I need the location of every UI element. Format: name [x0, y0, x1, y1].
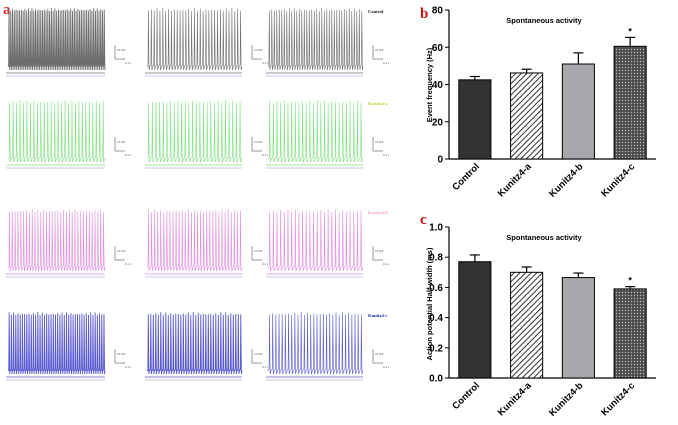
spike-trace [146, 99, 243, 163]
frequency-chart: Spontaneous activity Event frequency (Hz… [425, 6, 656, 200]
scale-bar [251, 349, 262, 364]
scale-bar [251, 246, 262, 261]
scale-voltage-text: 10 mV [375, 140, 384, 144]
category-label: Kunitz4-a [496, 380, 535, 419]
chart-c-title: Spontaneous activity [506, 233, 582, 242]
scale-bar [114, 45, 125, 60]
category-label: Control [450, 380, 482, 412]
chart-b-title: Spontaneous activity [506, 16, 582, 25]
scale-time-text: 0.1 s [383, 262, 390, 266]
y-tick-label: 20 [432, 117, 444, 128]
spike-trace [267, 100, 364, 163]
scale-voltage-text: 10 mV [375, 249, 384, 253]
scale-bar [251, 45, 262, 60]
category-label: Kunitz4-c [599, 380, 637, 418]
bar-kunitz4-a [510, 271, 544, 379]
bar-control [458, 261, 492, 379]
spike-trace [7, 100, 106, 163]
scale-voltage-text: 10 mV [375, 352, 384, 356]
bar-kunitz4-c [613, 288, 647, 379]
scale-bar [372, 349, 383, 364]
spike-trace [146, 312, 243, 375]
scale-time-text: 0.1 s [125, 153, 132, 157]
panel-b-letter: b [420, 6, 428, 22]
scale-voltage-text: 10 mV [254, 48, 263, 52]
scale-time-text: 0.1 s [262, 61, 269, 65]
spike-trace [267, 209, 364, 272]
y-tick-label: 0 [437, 155, 443, 166]
spike-trace [146, 209, 243, 272]
y-tick-label: 0.0 [429, 374, 443, 385]
scale-bar [114, 137, 125, 152]
scale-time-text: 0.1 s [262, 262, 269, 266]
scale-time-text: 0.1 s [383, 365, 390, 369]
panel-c-letter: c [420, 212, 427, 228]
category-label: Kunitz4-c [599, 161, 637, 199]
category-label: Control [450, 161, 482, 193]
trace-condition-label: Kunitz4-c [368, 313, 387, 318]
y-tick-label: 0.6 [429, 283, 443, 294]
spike-trace [267, 7, 364, 71]
traces-panel: 10 mV 0.1 s 10 mV 0.1 s 10 mV 0.1 s Control 10 … [6, 7, 390, 381]
scale-time-text: 0.1 s [125, 61, 132, 65]
y-tick-label: 60 [432, 43, 444, 54]
y-tick-label: 1.0 [429, 223, 443, 234]
scale-time-text: 0.1 s [383, 61, 390, 65]
category-label: Kunitz4-b [547, 380, 586, 419]
y-tick-label: 0.4 [429, 313, 443, 324]
panel-a-letter: a [3, 2, 11, 18]
significance-star: * [628, 276, 632, 286]
y-tick-label: 40 [432, 80, 444, 91]
scale-voltage-text: 10 mV [254, 249, 263, 253]
scale-voltage-text: 10 mV [117, 249, 126, 253]
scale-bar [114, 246, 125, 261]
spike-trace [146, 8, 243, 71]
scale-time-text: 0.1 s [262, 365, 269, 369]
trace-condition-label: Kunitz4-a [368, 101, 388, 106]
category-label: Kunitz4-a [496, 161, 535, 200]
scale-time-text: 0.1 s [383, 153, 390, 157]
y-tick-label: 0.2 [429, 343, 443, 354]
trace-condition-label: Control [368, 9, 384, 14]
scale-time-text: 0.1 s [125, 365, 132, 369]
category-label: Kunitz4-b [547, 161, 586, 200]
scale-bar [114, 349, 125, 364]
scale-time-text: 0.1 s [125, 262, 132, 266]
spike-trace [7, 7, 106, 71]
bar-control [458, 79, 492, 160]
spike-trace [267, 312, 364, 375]
scale-voltage-text: 10 mV [254, 140, 263, 144]
bar-kunitz4-c [613, 45, 647, 160]
scale-bar [372, 45, 383, 60]
spike-trace [7, 312, 106, 375]
bar-kunitz4-b [561, 63, 595, 160]
chart-b-ylabel: Event frequency (Hz) [425, 47, 434, 122]
bar-kunitz4-b [561, 277, 595, 379]
halfwidth-chart: Spontaneous activity Action potential Ha… [425, 223, 656, 419]
scale-bar [372, 246, 383, 261]
scale-voltage-text: 10 mV [117, 352, 126, 356]
scale-voltage-text: 10 mV [254, 352, 263, 356]
scale-bar [372, 137, 383, 152]
scale-voltage-text: 10 mV [117, 48, 126, 52]
scale-voltage-text: 10 mV [117, 140, 126, 144]
trace-condition-label: Kunitz4-b [368, 210, 388, 215]
bar-kunitz4-a [510, 72, 544, 160]
y-tick-label: 80 [432, 6, 444, 17]
scale-voltage-text: 10 mV [375, 48, 384, 52]
scale-bar [251, 137, 262, 152]
scale-time-text: 0.1 s [262, 153, 269, 157]
chart-c-ylabel: Action potential Half-width (ms) [425, 247, 434, 360]
significance-star: * [628, 26, 632, 36]
y-tick-label: 0.8 [429, 253, 443, 264]
spike-trace [7, 208, 106, 272]
